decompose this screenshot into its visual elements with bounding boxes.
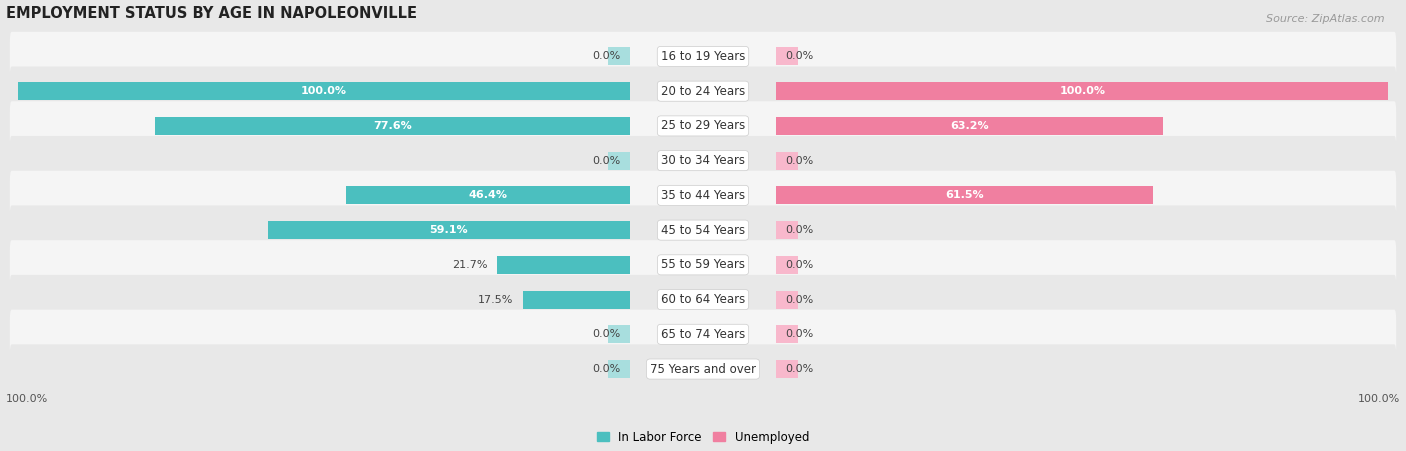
FancyBboxPatch shape [10,240,1396,290]
Bar [609,360,630,378]
Bar [776,290,797,308]
Bar [776,47,797,65]
Text: 16 to 19 Years: 16 to 19 Years [661,50,745,63]
Text: 59.1%: 59.1% [429,225,468,235]
Text: 0.0%: 0.0% [592,156,620,166]
Text: 0.0%: 0.0% [786,329,814,339]
FancyBboxPatch shape [10,345,1396,394]
Bar [776,82,1388,100]
FancyBboxPatch shape [10,275,1396,324]
FancyBboxPatch shape [10,101,1396,151]
Text: 21.7%: 21.7% [453,260,488,270]
Text: 0.0%: 0.0% [786,260,814,270]
Text: EMPLOYMENT STATUS BY AGE IN NAPOLEONVILLE: EMPLOYMENT STATUS BY AGE IN NAPOLEONVILL… [6,5,416,21]
Text: 60 to 64 Years: 60 to 64 Years [661,293,745,306]
Bar [776,117,1163,135]
Bar [496,256,630,274]
Text: 35 to 44 Years: 35 to 44 Years [661,189,745,202]
FancyBboxPatch shape [10,171,1396,220]
FancyBboxPatch shape [10,310,1396,359]
Bar [155,117,630,135]
Bar [776,221,797,239]
Text: 61.5%: 61.5% [945,190,984,200]
Text: 75 Years and over: 75 Years and over [650,363,756,376]
Legend: In Labor Force, Unemployed: In Labor Force, Unemployed [592,426,814,448]
Text: 30 to 34 Years: 30 to 34 Years [661,154,745,167]
Bar [776,186,1153,204]
FancyBboxPatch shape [10,67,1396,116]
Text: 100.0%: 100.0% [6,394,48,404]
Text: 77.6%: 77.6% [373,121,412,131]
Text: 0.0%: 0.0% [786,295,814,304]
Text: 63.2%: 63.2% [950,121,988,131]
Text: 0.0%: 0.0% [786,51,814,61]
Bar [346,186,630,204]
Bar [269,221,630,239]
Text: 0.0%: 0.0% [786,156,814,166]
Text: 100.0%: 100.0% [1059,86,1105,96]
Text: 100.0%: 100.0% [1358,394,1400,404]
Text: 17.5%: 17.5% [478,295,513,304]
Text: 0.0%: 0.0% [592,51,620,61]
Text: 46.4%: 46.4% [468,190,508,200]
Bar [776,256,797,274]
Bar [776,360,797,378]
Bar [609,47,630,65]
Text: 0.0%: 0.0% [786,364,814,374]
Text: 65 to 74 Years: 65 to 74 Years [661,328,745,341]
Text: 0.0%: 0.0% [592,364,620,374]
Text: 45 to 54 Years: 45 to 54 Years [661,224,745,237]
Text: 55 to 59 Years: 55 to 59 Years [661,258,745,272]
Text: 100.0%: 100.0% [301,86,347,96]
FancyBboxPatch shape [10,206,1396,255]
FancyBboxPatch shape [10,136,1396,185]
Bar [776,152,797,170]
Text: 25 to 29 Years: 25 to 29 Years [661,120,745,133]
Bar [18,82,630,100]
Text: 20 to 24 Years: 20 to 24 Years [661,85,745,98]
Bar [609,152,630,170]
Bar [523,290,630,308]
Text: 0.0%: 0.0% [786,225,814,235]
Bar [776,325,797,343]
Bar [609,325,630,343]
FancyBboxPatch shape [10,32,1396,81]
Text: Source: ZipAtlas.com: Source: ZipAtlas.com [1267,14,1385,23]
Text: 0.0%: 0.0% [592,329,620,339]
